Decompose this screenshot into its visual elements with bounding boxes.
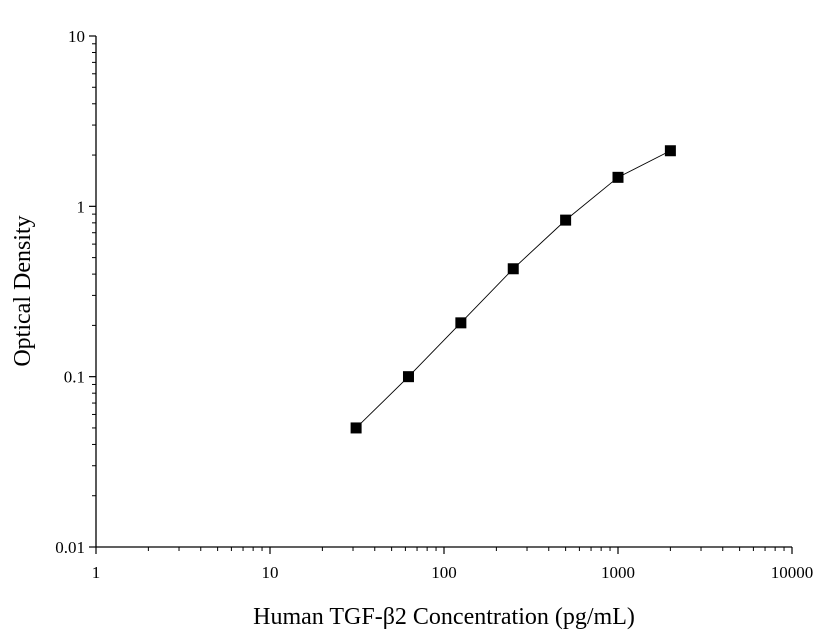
x-tick-label: 100 bbox=[431, 563, 457, 582]
x-axis-title: Human TGF-β2 Concentration (pg/mL) bbox=[253, 604, 635, 630]
series-line bbox=[355, 150, 671, 429]
x-tick-label: 1000 bbox=[601, 563, 635, 582]
y-tick-label: 0.01 bbox=[55, 538, 85, 557]
data-point-marker bbox=[507, 263, 519, 275]
data-point-marker bbox=[402, 371, 414, 383]
axes bbox=[89, 35, 793, 554]
data-point-marker bbox=[350, 422, 362, 434]
x-tick-label: 10 bbox=[262, 563, 279, 582]
x-tick-labels: 1 10 100 1000 10000 bbox=[92, 563, 814, 582]
y-tick-label: 10 bbox=[68, 27, 85, 46]
y-tick-labels: 0.01 0.1 1 10 bbox=[55, 27, 85, 557]
series-layer bbox=[350, 145, 676, 434]
data-point-marker bbox=[664, 145, 676, 157]
y-tick-label: 0.1 bbox=[64, 368, 85, 387]
x-tick-label: 10000 bbox=[771, 563, 814, 582]
y-tick-label: 1 bbox=[77, 197, 86, 216]
data-point-marker bbox=[560, 214, 572, 226]
y-axis-title: Optical Density bbox=[10, 215, 36, 366]
x-tick-label: 1 bbox=[92, 563, 101, 582]
data-point-marker bbox=[455, 317, 467, 329]
data-point-marker bbox=[612, 171, 624, 183]
